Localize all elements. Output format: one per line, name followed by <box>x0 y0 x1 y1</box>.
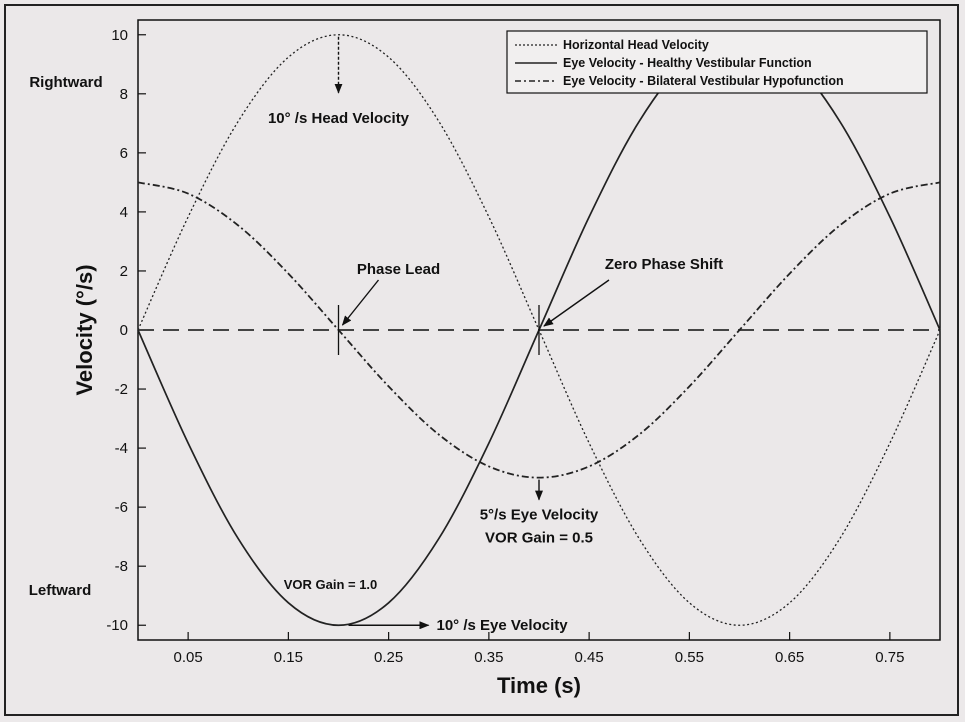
annotation-eye-velocity-5: 5°/s Eye Velocity <box>480 507 599 524</box>
side-label-rightward: Rightward <box>29 74 102 91</box>
y-tick-label: -4 <box>115 440 128 457</box>
legend-box <box>506 30 928 94</box>
y-tick-label: 10 <box>111 27 128 44</box>
annotation-vor-gain-1-0: VOR Gain = 1.0 <box>284 577 378 592</box>
x-tick-label: 0.65 <box>775 649 804 666</box>
x-tick-label: 0.15 <box>274 649 303 666</box>
side-label-leftward: Leftward <box>29 582 92 599</box>
arrow-zero-phase-shift <box>543 279 610 327</box>
tick-marks <box>138 34 891 640</box>
x-tick-label: 0.05 <box>174 649 203 666</box>
x-tick-label: 0.35 <box>474 649 503 666</box>
arrow-phase-lead <box>341 279 380 326</box>
y-tick-label: 6 <box>120 145 128 162</box>
annotation-eye-velocity-10: 10° /s Eye Velocity <box>437 617 569 634</box>
annotation-arrows <box>334 36 610 630</box>
tick-labels: 0.05 0.15 0.25 0.35 0.45 0.55 0.65 0.75 10 8 6 4 2 0 -… <box>106 27 904 666</box>
y-tick-label: 0 <box>120 322 128 339</box>
annotation-zero-phase-shift: Zero Phase Shift <box>605 256 723 273</box>
series-eye-velocity-hypofunction <box>137 181 941 479</box>
x-axis-label: Time (s) <box>497 673 581 698</box>
y-tick-label: -8 <box>115 558 128 575</box>
y-tick-label: -2 <box>115 381 128 398</box>
legend-entry-hypofunction: Eye Velocity - Bilateral Vestibular Hypo… <box>563 74 844 88</box>
y-tick-label: -10 <box>106 617 128 634</box>
y-tick-label: 2 <box>120 263 128 280</box>
legend-entry-head-velocity: Horizontal Head Velocity <box>563 38 709 52</box>
x-tick-label: 0.45 <box>575 649 604 666</box>
legend: Horizontal Head Velocity Eye Velocity - … <box>506 30 928 94</box>
x-tick-label: 0.25 <box>374 649 403 666</box>
annotation-head-velocity: 10° /s Head Velocity <box>268 110 410 127</box>
y-tick-label: -6 <box>115 499 128 516</box>
x-tick-label: 0.55 <box>675 649 704 666</box>
y-tick-label: 4 <box>120 204 128 221</box>
x-tick-label: 0.75 <box>875 649 904 666</box>
annotation-vor-gain-0-5: VOR Gain = 0.5 <box>485 530 593 547</box>
annotation-phase-lead: Phase Lead <box>357 261 440 278</box>
figure-frame <box>4 4 959 716</box>
legend-entry-healthy: Eye Velocity - Healthy Vestibular Functi… <box>563 56 812 70</box>
y-tick-label: 8 <box>120 86 128 103</box>
y-axis-label: Velocity (°/s) <box>72 264 97 395</box>
